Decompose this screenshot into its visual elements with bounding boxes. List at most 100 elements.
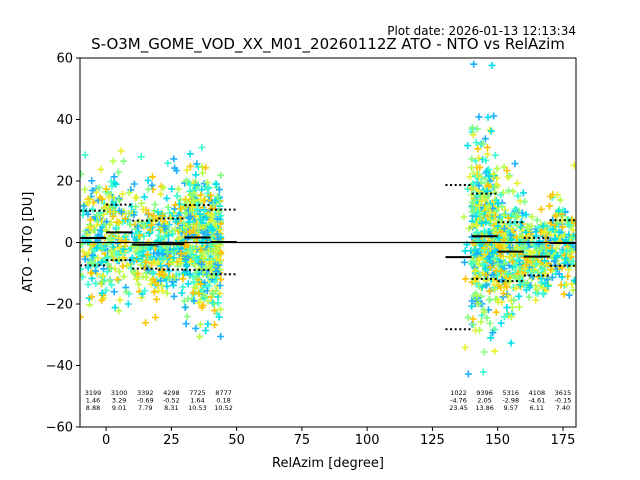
scatter-point	[560, 290, 568, 298]
scatter-point	[215, 186, 223, 194]
scatter-point	[128, 209, 136, 217]
scatter-point	[468, 191, 476, 199]
scatter-point	[99, 272, 107, 280]
scatter-point	[157, 277, 165, 285]
scatter-point	[132, 203, 140, 211]
scatter-point	[508, 225, 516, 233]
scatter-point	[202, 164, 210, 172]
scatter-point	[133, 275, 141, 283]
scatter-point	[95, 184, 103, 192]
bin-count-label: 4298	[163, 389, 180, 397]
scatter-point	[84, 264, 92, 272]
bin-count-label: 3615	[555, 389, 572, 397]
scatter-point	[504, 270, 512, 278]
scatter-point	[569, 286, 576, 294]
scatter-point	[160, 271, 167, 279]
scatter-point	[525, 284, 533, 291]
scatter-point	[187, 258, 195, 266]
scatter-point	[505, 274, 513, 282]
scatter-point	[475, 113, 483, 121]
scatter-point	[94, 254, 102, 262]
scatter-point	[196, 333, 204, 341]
scatter-point	[211, 321, 219, 329]
scatter-point	[532, 282, 539, 290]
scatter-point	[177, 260, 185, 268]
scatter-point	[548, 273, 556, 281]
scatter-point	[177, 205, 185, 213]
bin-std-label: 13.86	[475, 404, 494, 412]
scatter-point	[481, 245, 489, 253]
scatter-point	[512, 284, 520, 292]
scatter-point	[103, 227, 111, 235]
scatter-point	[128, 254, 136, 262]
scatter-point	[570, 276, 576, 284]
scatter-point	[130, 269, 138, 277]
scatter-point	[554, 219, 562, 227]
scatter-point	[106, 276, 114, 284]
scatter-point	[97, 165, 105, 173]
scatter-point	[210, 300, 218, 308]
scatter-point	[211, 306, 218, 314]
x-tick-label: 175	[551, 433, 576, 448]
scatter-point	[216, 256, 224, 264]
scatter-point	[498, 276, 506, 284]
scatter-point	[477, 318, 485, 326]
scatter-point	[505, 262, 513, 269]
scatter-point	[205, 184, 213, 192]
scatter-point	[513, 222, 521, 230]
scatter-point	[167, 213, 174, 221]
bin-mean-label: 0.18	[216, 397, 230, 405]
scatter-point	[497, 191, 505, 199]
scatter-point	[168, 258, 176, 266]
bin-mean-label: 1.64	[190, 397, 204, 405]
scatter-point	[210, 289, 217, 297]
scatter-point	[551, 212, 559, 220]
scatter-point	[486, 126, 494, 134]
scatter-point	[506, 231, 514, 239]
scatter-point	[210, 200, 218, 208]
scatter-point	[157, 244, 164, 252]
scatter-point	[137, 153, 145, 161]
scatter-point	[500, 163, 508, 171]
scatter-point	[487, 127, 495, 135]
scatter-point	[93, 221, 101, 229]
scatter-point	[462, 275, 469, 283]
scatter-point	[531, 242, 539, 250]
scatter-point	[92, 188, 100, 196]
scatter-point	[461, 258, 469, 266]
y-axis-title: ATO - NTO [DU]	[21, 192, 36, 293]
scatter-point	[525, 293, 533, 301]
scatter-point	[530, 267, 538, 275]
scatter-point	[503, 167, 511, 174]
scatter-point	[98, 296, 106, 304]
scatter-point	[473, 292, 481, 300]
scatter-point	[538, 265, 546, 273]
scatter-point	[196, 265, 204, 273]
scatter-point	[565, 266, 573, 273]
scatter-point	[196, 321, 204, 328]
scatter-point	[507, 313, 515, 321]
scatter-point	[503, 310, 511, 318]
scatter-point	[119, 262, 127, 270]
scatter-point	[135, 280, 143, 288]
scatter-point	[544, 275, 552, 283]
scatter-point	[493, 165, 501, 172]
bin-mean-label: -4.61	[528, 397, 545, 405]
chart-title: S-O3M_GOME_VOD_XX_M01_20260112Z ATO - NT…	[91, 35, 565, 54]
scatter-point	[149, 173, 156, 181]
scatter-point	[124, 300, 132, 308]
scatter-point	[489, 249, 497, 257]
scatter-point	[150, 207, 158, 215]
scatter-point	[217, 276, 225, 284]
scatter-point	[189, 197, 197, 204]
scatter-point	[532, 296, 540, 304]
scatter-point	[490, 183, 498, 191]
scatter-point	[139, 206, 147, 214]
scatter-point	[528, 222, 536, 230]
scatter-point	[86, 258, 94, 266]
bin-std-label: 10.53	[188, 404, 207, 412]
scatter-point	[86, 301, 94, 309]
bin-std-label: 9.01	[112, 404, 126, 412]
scatter-point	[478, 197, 486, 205]
scatter-point	[515, 292, 523, 300]
